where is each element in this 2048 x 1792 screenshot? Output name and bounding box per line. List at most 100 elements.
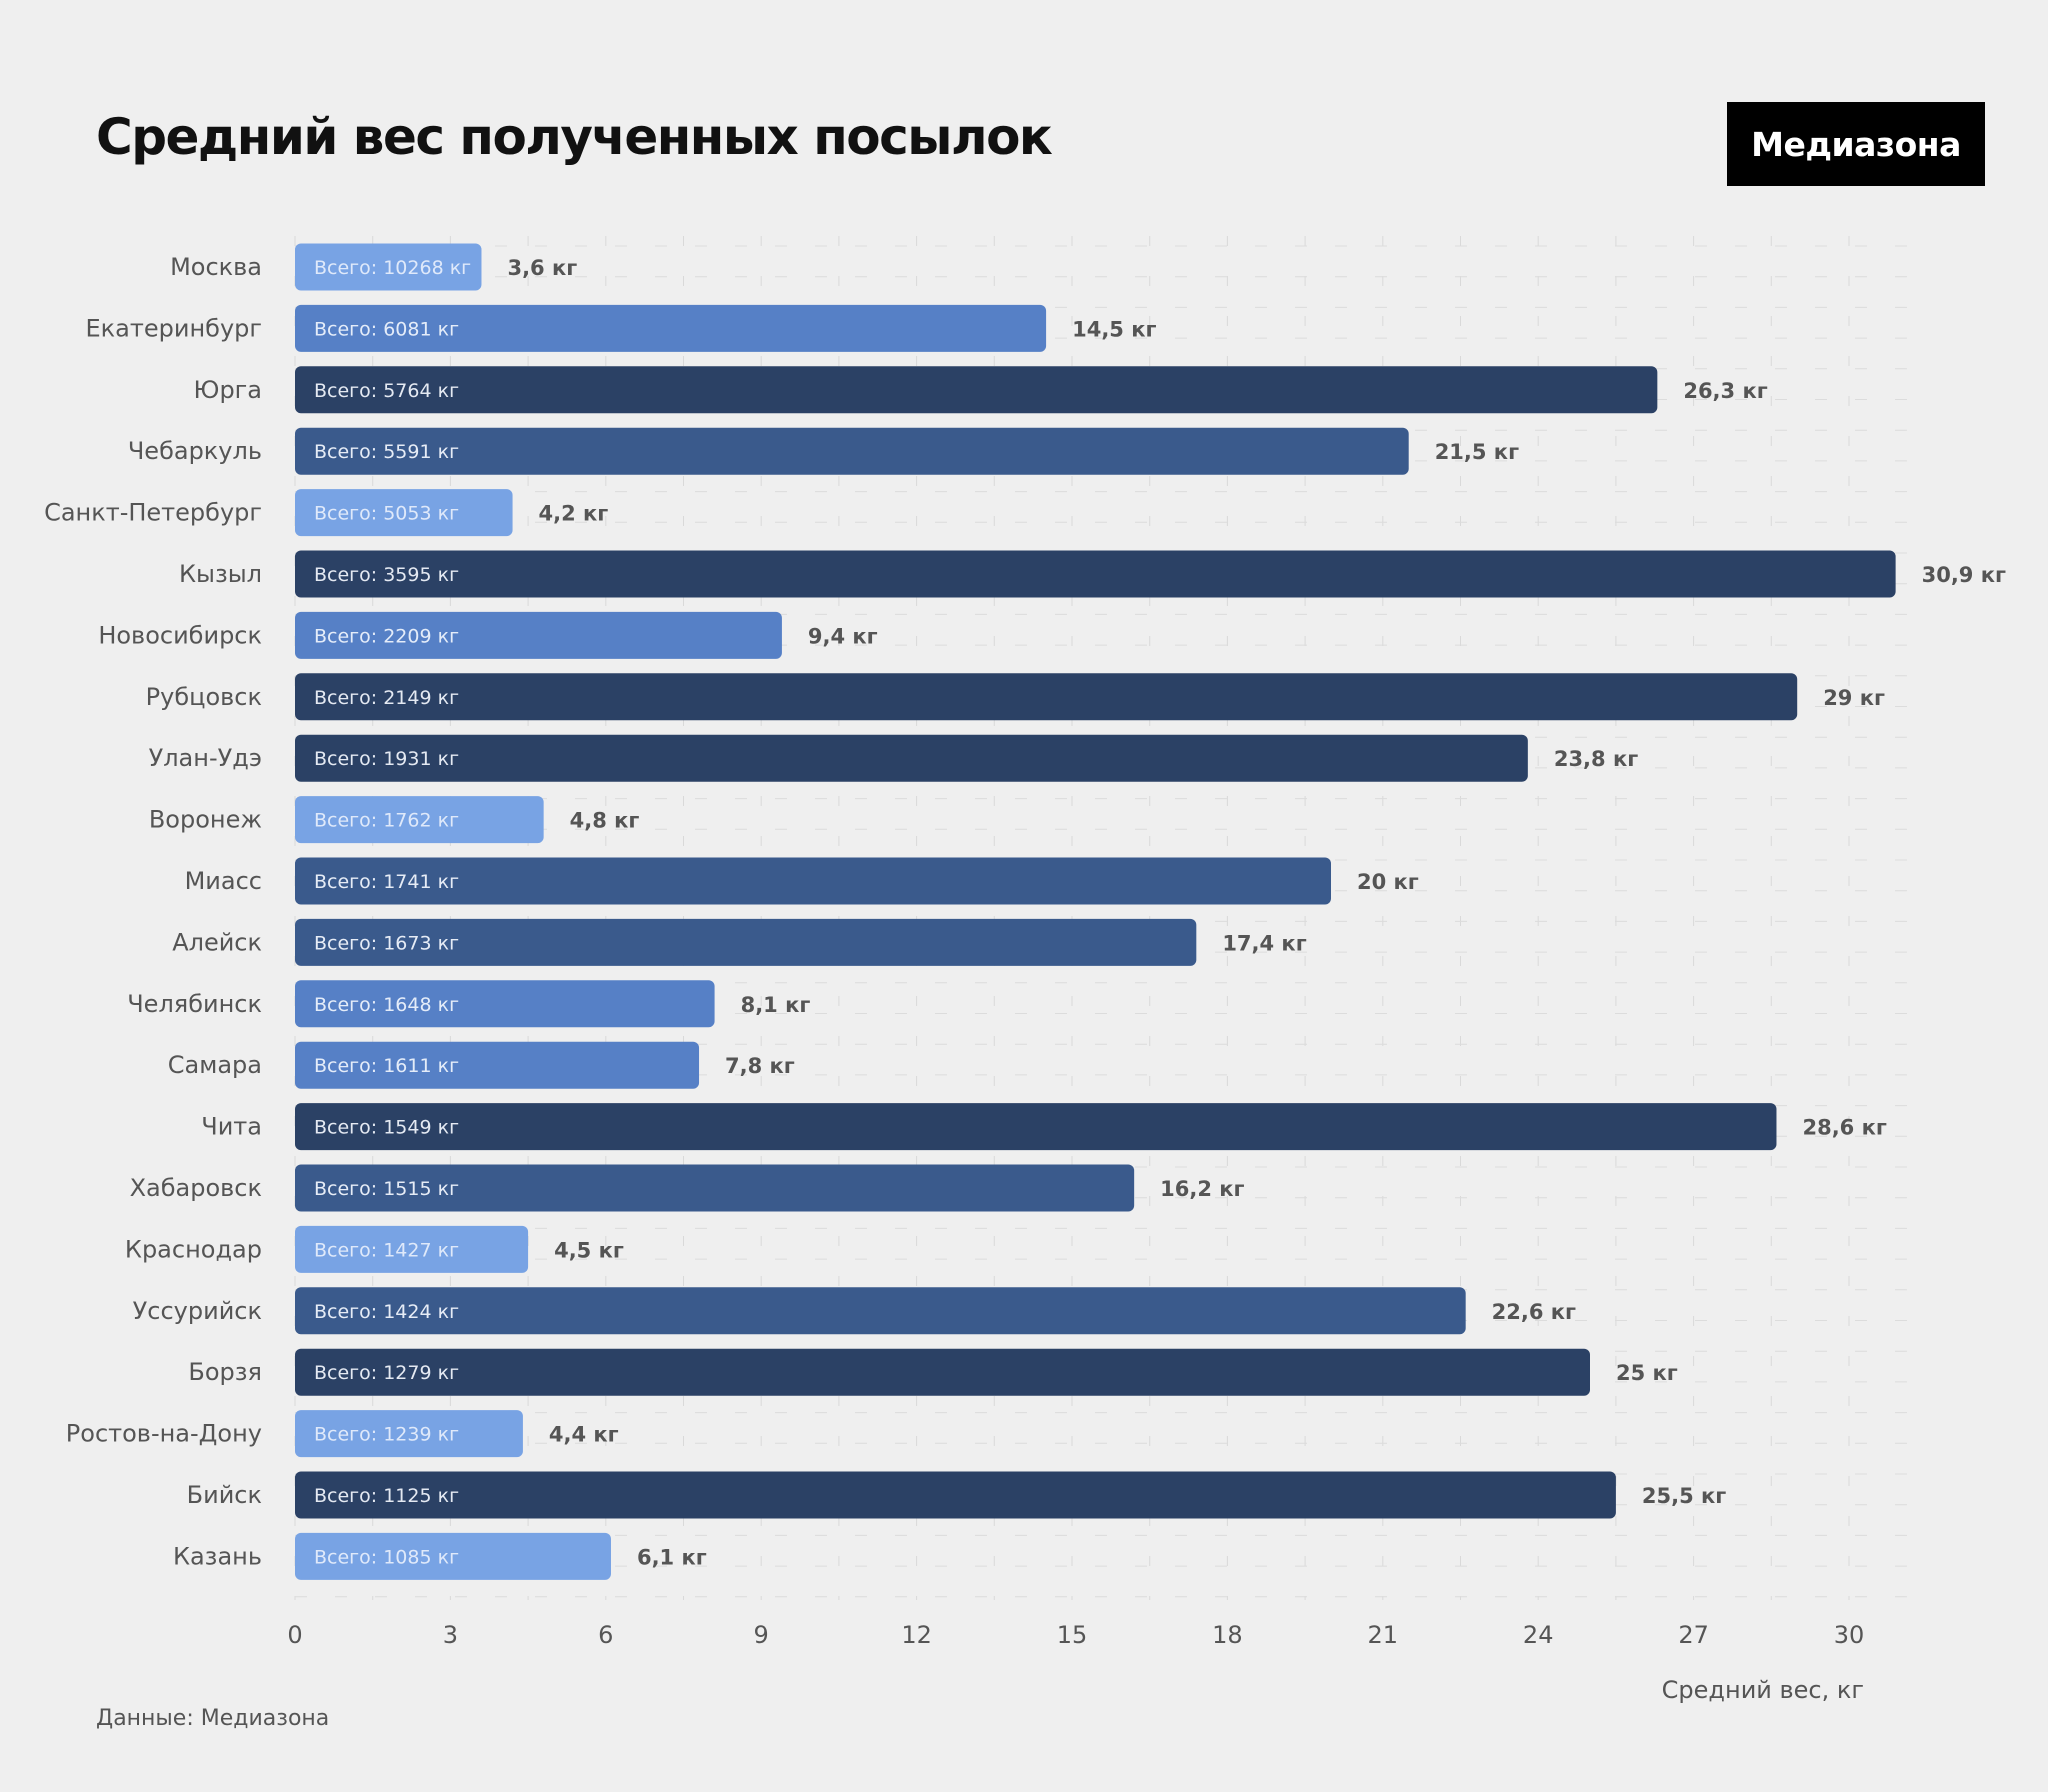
bar: [295, 611, 782, 659]
x-tick-label: 3: [443, 1621, 458, 1649]
category-label: Самара: [168, 1051, 262, 1079]
bar-row: Новосибирск Всего: 2209 кг 9,4 кг: [98, 611, 878, 659]
value-label: 4,4 кг: [549, 1423, 619, 1447]
chart-title: Средний вес полученных посылок: [96, 108, 1053, 166]
x-axis-ticks: 0 3 6 9 12 15 18 21 24 27 30: [287, 1621, 1864, 1649]
value-label: 21,5 кг: [1435, 440, 1519, 464]
value-label: 23,8 кг: [1554, 747, 1638, 771]
bar-row: Миасс Всего: 1741 кг 20 кг: [185, 857, 1419, 905]
category-label: Кызыл: [179, 560, 262, 588]
value-label: 25 кг: [1616, 1361, 1678, 1385]
value-label: 30,9 кг: [1922, 563, 2006, 587]
x-axis-label: Средний вес, кг: [1661, 1676, 1864, 1704]
bar-row: Воронеж Всего: 1762 кг 4,8 кг: [149, 796, 640, 844]
bar: [295, 1103, 1777, 1151]
bar-row: Самара Всего: 1611 кг 7,8 кг: [168, 1041, 795, 1089]
bar: [295, 918, 1197, 966]
bar: [295, 980, 715, 1028]
bar-total-label: Всего: 1931 кг: [314, 748, 459, 770]
bar-row: Кызыл Всего: 3595 кг 30,9 кг: [179, 550, 2006, 598]
bar-total-label: Всего: 2209 кг: [314, 625, 459, 647]
bar-total-label: Всего: 2149 кг: [314, 687, 459, 709]
category-label: Воронеж: [149, 806, 262, 834]
x-tick-label: 0: [287, 1621, 302, 1649]
bar-row: Чита Всего: 1549 кг 28,6 кг: [201, 1103, 1887, 1151]
bar-row: Хабаровск Всего: 1515 кг 16,2 кг: [130, 1164, 1245, 1212]
x-tick-label: 6: [598, 1621, 613, 1649]
category-label: Бийск: [187, 1481, 262, 1509]
bar: [295, 1532, 611, 1580]
category-label: Казань: [173, 1542, 262, 1570]
category-label: Чита: [201, 1113, 262, 1141]
bar-row: Борзя Всего: 1279 кг 25 кг: [188, 1348, 1678, 1396]
category-label: Екатеринбург: [86, 314, 262, 342]
bar-total-label: Всего: 10268 кг: [314, 257, 471, 279]
x-tick-label: 15: [1057, 1621, 1088, 1649]
value-label: 17,4 кг: [1222, 931, 1306, 955]
bar-total-label: Всего: 1549 кг: [314, 1117, 459, 1139]
bar: [295, 734, 1528, 782]
bar-row: Казань Всего: 1085 кг 6,1 кг: [173, 1532, 707, 1580]
bar-total-label: Всего: 1611 кг: [314, 1055, 459, 1077]
bar-row: Ростов-на-Дону Всего: 1239 кг 4,4 кг: [66, 1410, 619, 1458]
data-source: Данные: Медиазона: [96, 1706, 330, 1731]
bar: [295, 550, 1896, 598]
bar: [295, 1287, 1466, 1335]
bar: [295, 1164, 1135, 1212]
category-label: Москва: [170, 253, 262, 281]
value-label: 7,8 кг: [725, 1054, 795, 1078]
bar-total-label: Всего: 6081 кг: [314, 318, 459, 340]
bar: [295, 1471, 1616, 1519]
x-tick-label: 27: [1678, 1621, 1709, 1649]
bar-row: Краснодар Всего: 1427 кг 4,5 кг: [125, 1225, 624, 1273]
bar: [295, 857, 1331, 905]
value-label: 3,6 кг: [507, 256, 577, 280]
bar-total-label: Всего: 3595 кг: [314, 564, 459, 586]
bar-row: Уссурийск Всего: 1424 кг 22,6 кг: [133, 1287, 1576, 1335]
bar-row: Чебаркуль Всего: 5591 кг 21,5 кг: [128, 427, 1519, 475]
x-tick-label: 24: [1523, 1621, 1554, 1649]
bar-row: Челябинск Всего: 1648 кг 8,1 кг: [127, 980, 811, 1028]
bar: [295, 1348, 1590, 1396]
bar: [295, 304, 1047, 352]
x-tick-label: 21: [1368, 1621, 1399, 1649]
bar-total-label: Всего: 1085 кг: [314, 1546, 459, 1568]
value-label: 4,2 кг: [539, 502, 609, 526]
value-label: 14,5 кг: [1072, 317, 1156, 341]
bar-total-label: Всего: 1279 кг: [314, 1362, 459, 1384]
x-tick-label: 30: [1834, 1621, 1865, 1649]
value-label: 4,8 кг: [570, 809, 640, 833]
bar-total-label: Всего: 1673 кг: [314, 932, 459, 954]
value-label: 9,4 кг: [808, 624, 878, 648]
x-tick-label: 9: [754, 1621, 769, 1649]
value-label: 20 кг: [1357, 870, 1419, 894]
bar: [295, 427, 1409, 475]
value-label: 25,5 кг: [1642, 1484, 1726, 1508]
value-label: 8,1 кг: [741, 993, 811, 1017]
bar-total-label: Всего: 1741 кг: [314, 871, 459, 893]
bar: [295, 1225, 529, 1273]
bar-total-label: Всего: 5591 кг: [314, 441, 459, 463]
value-label: 29 кг: [1823, 686, 1885, 710]
category-label: Юрга: [194, 376, 262, 404]
x-tick-label: 18: [1212, 1621, 1243, 1649]
bar: [295, 673, 1798, 721]
value-label: 22,6 кг: [1492, 1300, 1576, 1324]
category-label: Краснодар: [125, 1235, 262, 1263]
bar-total-label: Всего: 1125 кг: [314, 1485, 459, 1507]
bar-total-label: Всего: 1239 кг: [314, 1424, 459, 1446]
category-label: Челябинск: [127, 990, 262, 1018]
bar-row: Санкт-Петербург Всего: 5053 кг 4,2 кг: [44, 489, 609, 537]
category-label: Санкт-Петербург: [44, 499, 262, 527]
bar-total-label: Всего: 1427 кг: [314, 1239, 459, 1261]
category-label: Миасс: [185, 867, 262, 895]
bar: [295, 1041, 700, 1089]
category-label: Борзя: [188, 1358, 262, 1386]
category-label: Ростов-на-Дону: [66, 1420, 262, 1448]
bar-row: Алейск Всего: 1673 кг 17,4 кг: [172, 918, 1307, 966]
category-label: Алейск: [172, 928, 262, 956]
category-label: Уссурийск: [133, 1297, 262, 1325]
bar-row: Юрга Всего: 5764 кг 26,3 кг: [194, 366, 1768, 414]
x-tick-label: 12: [901, 1621, 932, 1649]
value-label: 4,5 кг: [554, 1238, 624, 1262]
